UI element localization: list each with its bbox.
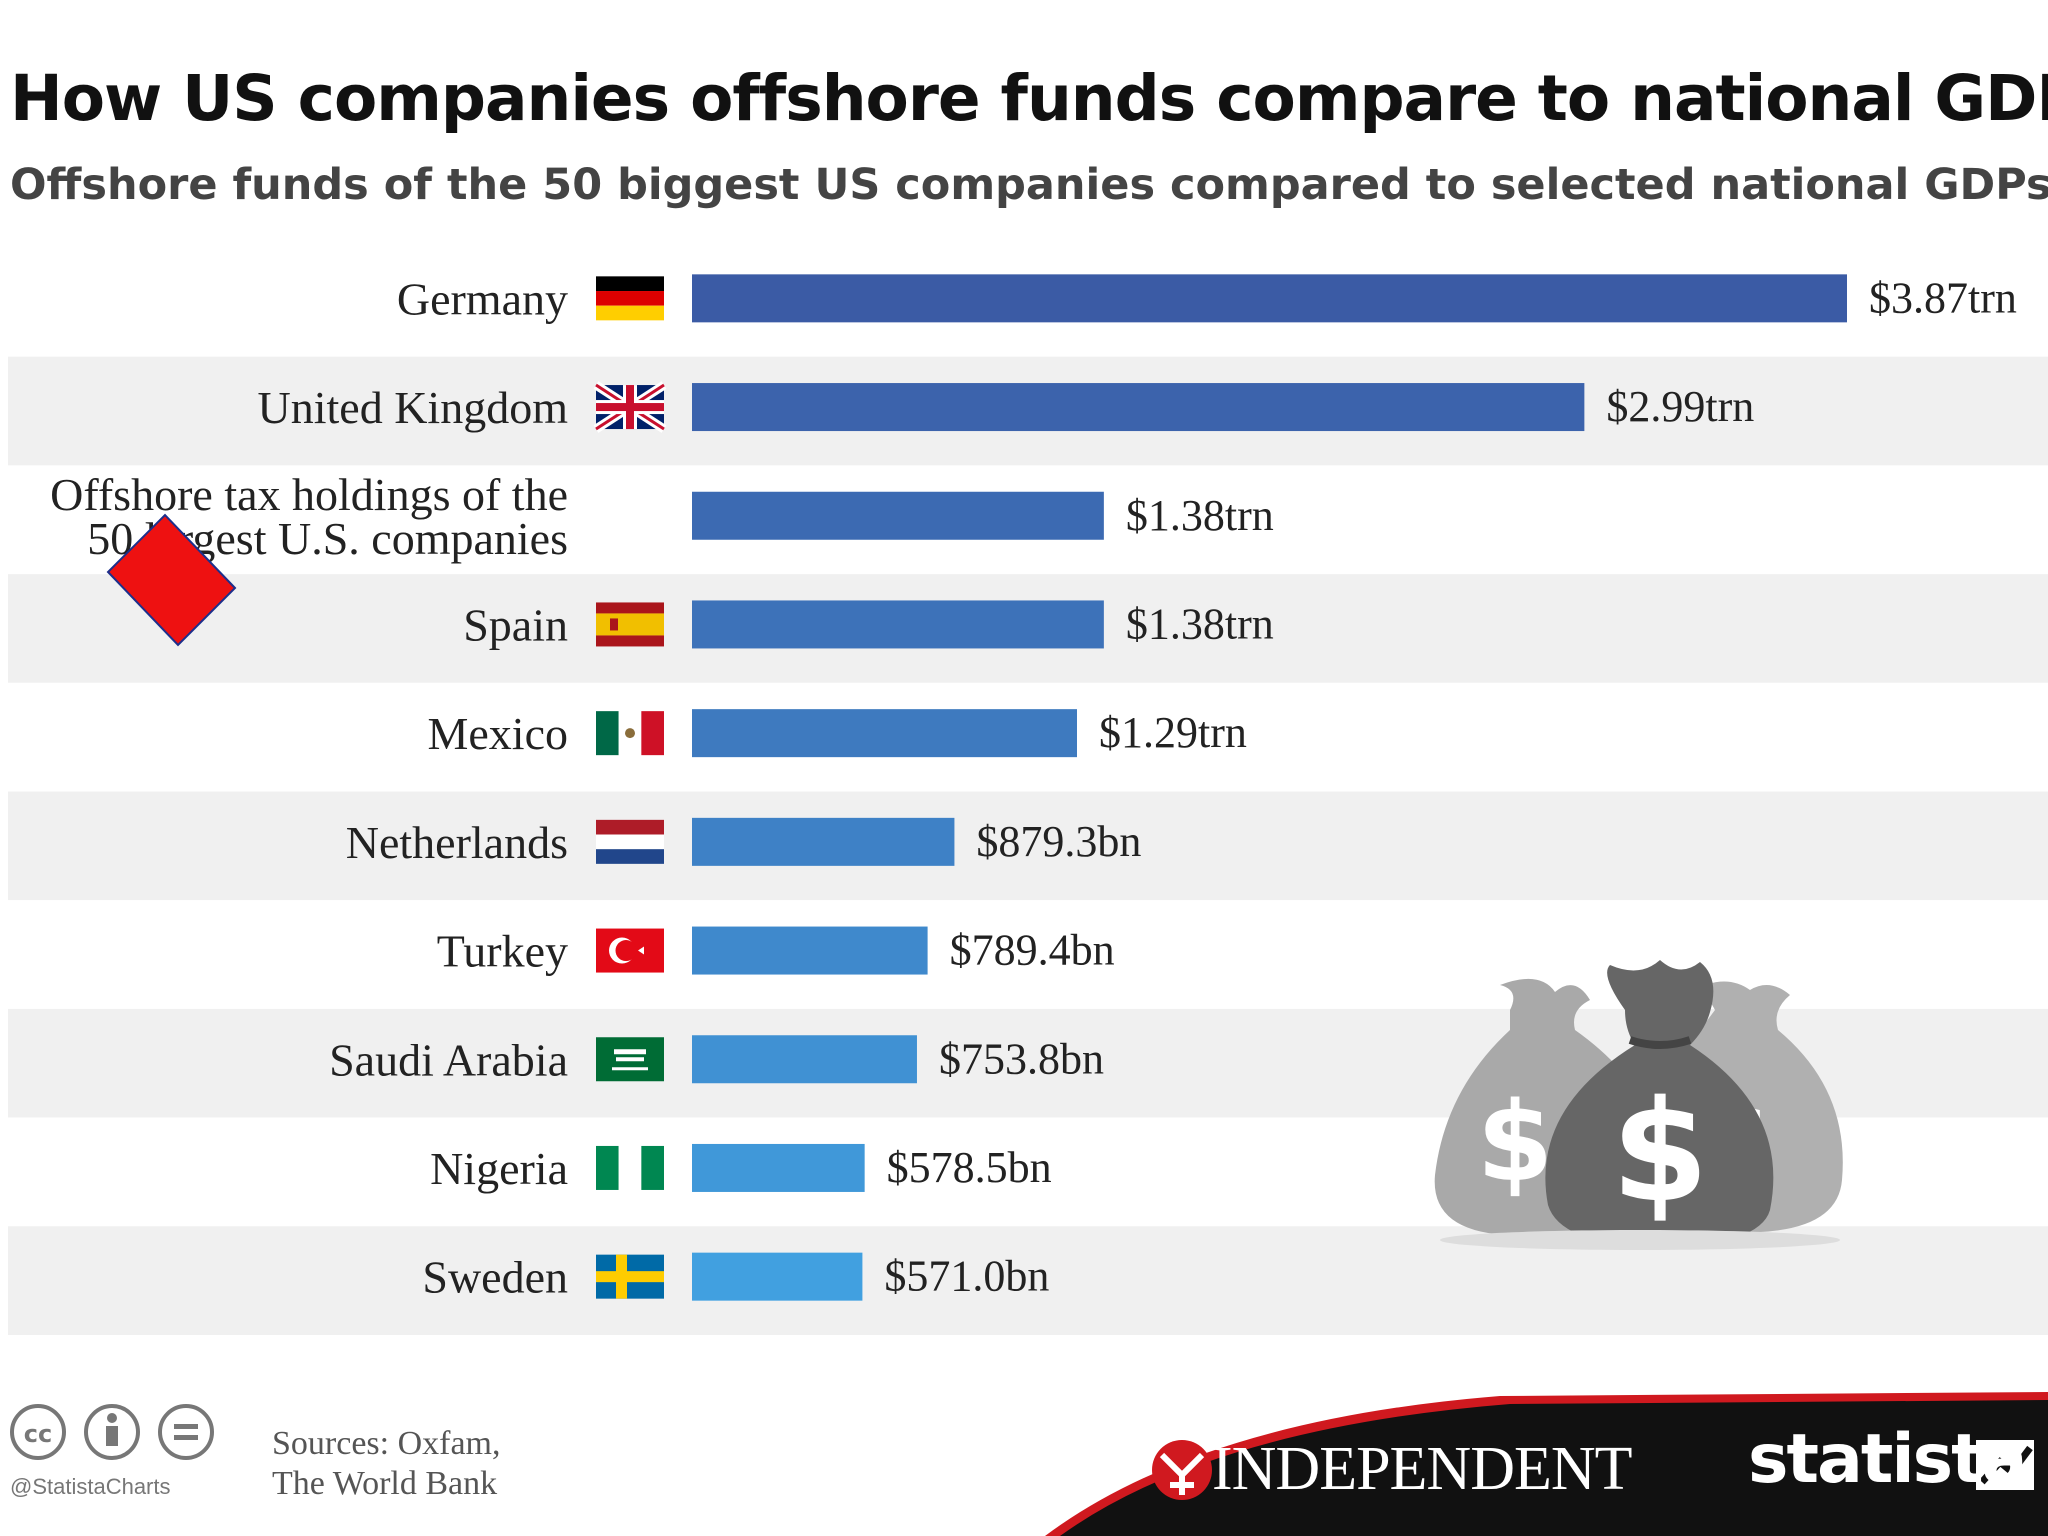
bar — [692, 1143, 865, 1192]
value-label: $3.87trn — [1869, 273, 2017, 322]
statista-handle: @StatistaCharts — [10, 1474, 171, 1499]
value-label: $789.4bn — [950, 926, 1115, 975]
value-label: $571.0bn — [884, 1252, 1049, 1301]
value-labels: $3.87trn $2.99trn $1.38trn $1.38trn $1.29trn… — [884, 273, 2016, 1300]
bar — [692, 709, 1077, 758]
category-label: Germany — [397, 273, 568, 324]
spain-flag-icon — [596, 602, 664, 647]
bars — [692, 274, 1847, 1301]
svg-text:$: $ — [1477, 1078, 1554, 1206]
value-label: $1.38trn — [1126, 599, 1274, 648]
independent-eagle-icon — [1152, 1440, 1212, 1500]
value-label: $578.5bn — [887, 1143, 1052, 1192]
sweden-flag-icon — [596, 1254, 664, 1299]
statista-logo-icon — [1976, 1440, 2034, 1490]
category-label: Spain — [463, 599, 568, 650]
red-arrow-annotation — [106, 513, 237, 647]
category-label: Turkey — [437, 926, 568, 977]
svg-text:cc: cc — [24, 1420, 52, 1448]
category-label: Netherlands — [346, 817, 568, 868]
saudi-arabia-flag-icon — [596, 1037, 664, 1082]
sources-line-1: Sources: Oxfam, — [272, 1425, 501, 1462]
footer-sources: Sources: Oxfam, The World Bank — [272, 1424, 501, 1504]
united-kingdom-flag-icon — [593, 381, 667, 433]
statista-brand: statista — [1748, 1420, 2028, 1499]
no-derivatives-icon — [158, 1404, 214, 1460]
bar — [692, 1252, 863, 1301]
category-label: Mexico — [427, 708, 568, 759]
independent-brand: INDEPENDENT — [1212, 1435, 1632, 1503]
value-label: $2.99trn — [1606, 382, 1754, 431]
sources-line-2: The World Bank — [272, 1465, 498, 1502]
bar — [692, 926, 928, 975]
value-label: $879.3bn — [976, 817, 1141, 866]
page-subtitle: Offshore funds of the 50 biggest US comp… — [10, 160, 2048, 210]
value-label: $753.8bn — [939, 1034, 1104, 1083]
bar — [692, 817, 955, 866]
value-label: $1.38trn — [1126, 491, 1274, 540]
bar — [692, 1035, 917, 1084]
page-title: How US companies offshore funds compare … — [10, 62, 2048, 135]
attribution-icon — [84, 1404, 140, 1460]
bar — [692, 491, 1104, 540]
bar — [692, 383, 1585, 432]
category-label: Offshore tax holdings of the — [50, 469, 568, 520]
nigeria-flag-icon — [596, 1145, 664, 1190]
license-icons: cc — [10, 1404, 214, 1460]
moneybags-icon: $ $ $ — [1434, 960, 1843, 1250]
flags — [593, 276, 667, 1299]
category-label: Saudi Arabia — [329, 1034, 568, 1085]
footer-band — [1045, 1392, 2048, 1536]
bar — [692, 600, 1104, 649]
bar — [692, 274, 1847, 323]
mexico-flag-icon — [596, 711, 664, 756]
netherlands-flag-icon — [596, 819, 664, 864]
value-label: $1.29trn — [1099, 708, 1247, 757]
germany-flag-icon — [596, 276, 664, 321]
category-label: United Kingdom — [258, 382, 569, 433]
svg-text:$: $ — [1611, 1071, 1708, 1234]
category-label: Sweden — [422, 1252, 568, 1303]
row-band — [8, 791, 2048, 901]
cc-icon: cc — [10, 1404, 66, 1460]
category-label: Nigeria — [430, 1143, 568, 1194]
turkey-flag-icon — [596, 928, 664, 973]
